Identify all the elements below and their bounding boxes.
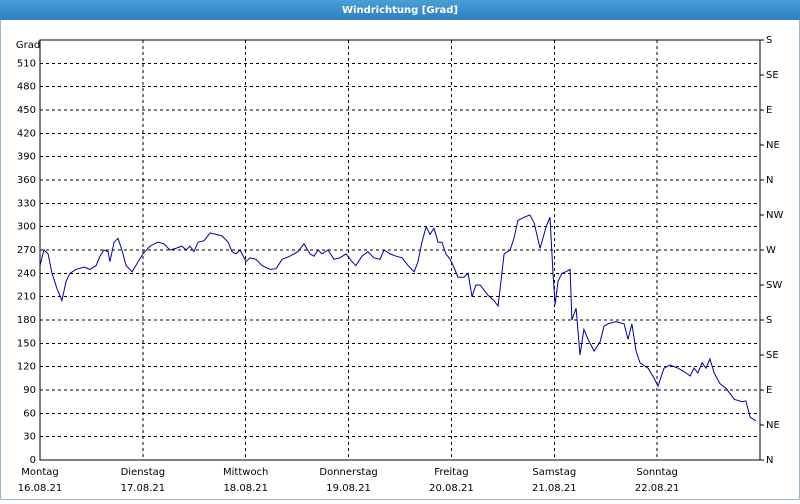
y-tick-label: 360 (17, 175, 36, 186)
y-tick-label: 120 (17, 362, 36, 373)
x-tick-date: 19.08.21 (326, 483, 371, 494)
y2-tick-label: SW (766, 280, 782, 291)
y2-tick-label: W (766, 245, 776, 256)
y-tick-label: 90 (23, 385, 36, 396)
x-tick-label: Mittwoch (223, 467, 268, 478)
y-tick-label: 210 (17, 292, 36, 303)
y-tick-label: 330 (17, 198, 36, 209)
y-tick-label: 480 (17, 82, 36, 93)
x-tick-label: Sonntag (636, 467, 678, 478)
x-tick-label: Donnerstag (319, 467, 377, 478)
x-tick-label: Samstag (532, 467, 576, 478)
y-axis-label: Grad (16, 40, 40, 51)
y-tick-label: 390 (17, 152, 36, 163)
y2-tick-label: S (766, 35, 772, 46)
y2-tick-label: SE (766, 350, 779, 361)
y2-tick-label: SE (766, 70, 779, 81)
y2-tick-label: N (766, 175, 773, 186)
y-tick-label: 150 (17, 338, 36, 349)
y2-tick-label: NE (766, 420, 780, 431)
x-tick-label: Dienstag (121, 467, 166, 478)
y-tick-label: 450 (17, 105, 36, 116)
y-tick-label: 0 (30, 455, 36, 466)
y2-tick-label: E (766, 385, 772, 396)
data-line (39, 214, 757, 422)
title-bar (0, 0, 800, 20)
plot-border (39, 39, 761, 461)
x-tick-label: Montag (21, 467, 58, 478)
y2-tick-label: NE (766, 140, 780, 151)
x-tick-date: 22.08.21 (635, 483, 680, 494)
y-tick-label: 420 (17, 128, 36, 139)
y2-tick-label: NW (766, 210, 783, 221)
y-tick-label: 180 (17, 315, 36, 326)
y2-tick-label: E (766, 105, 772, 116)
y-tick-label: 300 (17, 222, 36, 233)
y2-tick-label: N (766, 455, 773, 466)
x-tick-date: 21.08.21 (532, 483, 577, 494)
y-tick-label: 30 (23, 432, 36, 443)
y-tick-label: 60 (23, 408, 36, 419)
x-tick-date: 16.08.21 (18, 483, 63, 494)
y-tick-label: 270 (17, 245, 36, 256)
y-tick-label: 240 (17, 268, 36, 279)
chart-title: Windrichtung [Grad] (342, 5, 458, 16)
x-tick-label: Freitag (434, 467, 468, 478)
x-tick-date: 20.08.21 (429, 483, 474, 494)
y-tick-label: 510 (17, 58, 36, 69)
x-tick-date: 17.08.21 (121, 483, 166, 494)
x-tick-date: 18.08.21 (223, 483, 268, 494)
y2-tick-label: S (766, 315, 772, 326)
